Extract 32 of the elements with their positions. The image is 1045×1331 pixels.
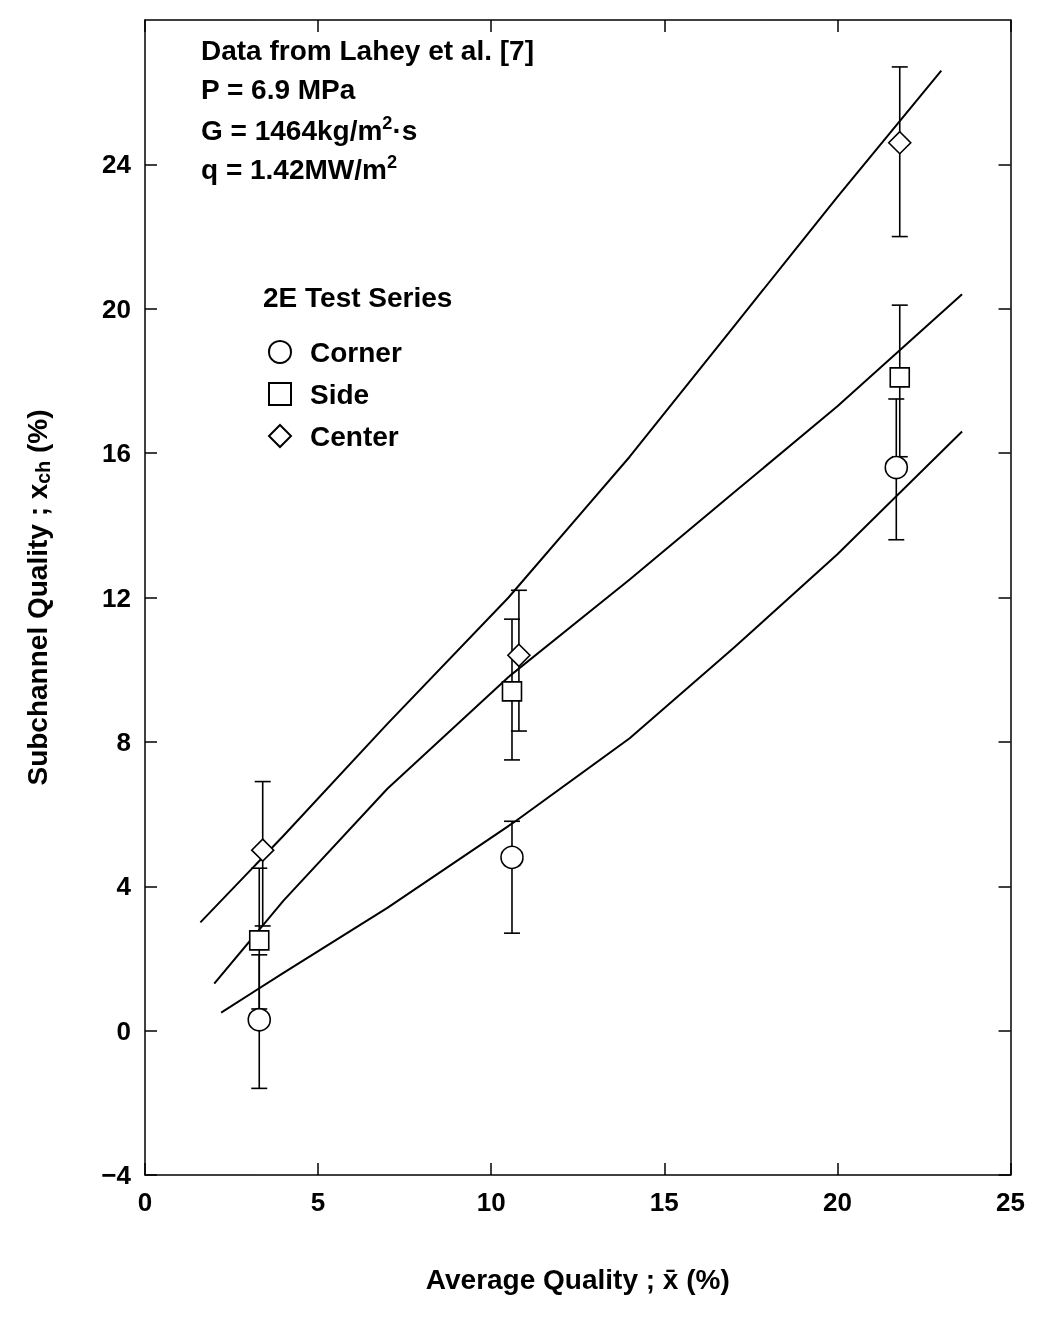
- point: [500, 845, 524, 870]
- line-series: [199, 69, 943, 924]
- legend-label: Center: [310, 420, 399, 452]
- point: [250, 838, 275, 862]
- y-tick-label: 16: [102, 438, 131, 469]
- y-tick-label: 0: [116, 1015, 131, 1046]
- x-tick-label: 5: [310, 1187, 326, 1217]
- legend-label: Side: [310, 378, 370, 410]
- point: [889, 367, 911, 388]
- y-tick-label: 4: [116, 871, 132, 902]
- annotation: P = 6.9 MPa: [201, 73, 356, 105]
- point: [247, 1008, 272, 1032]
- point: [887, 130, 912, 155]
- point: [248, 930, 270, 951]
- point: [501, 681, 523, 702]
- x-axis-title: Average Quality ; x̄ (%): [425, 1263, 730, 1295]
- y-tick-label: 8: [116, 726, 131, 757]
- x-tick-label: 0: [137, 1187, 153, 1217]
- point: [884, 455, 909, 480]
- x-tick-label: 10: [476, 1187, 506, 1217]
- legend-title: 2E Test Series: [263, 281, 453, 313]
- y-axis-title: Subchannel Quality ; xch (%): [21, 409, 54, 786]
- x-tick-label: 20: [822, 1187, 852, 1217]
- annotation: Data from Lahey et al. [7]: [201, 34, 534, 66]
- x-tick-label: 15: [649, 1187, 679, 1217]
- x-tick-label: 25: [996, 1187, 1025, 1217]
- y-tick-label: −4: [101, 1160, 132, 1190]
- legend-label: Corner: [310, 336, 402, 368]
- point: [507, 643, 531, 668]
- y-tick-label: 12: [102, 582, 131, 613]
- y-tick-label: 20: [102, 293, 131, 324]
- y-tick-label: 24: [102, 149, 132, 180]
